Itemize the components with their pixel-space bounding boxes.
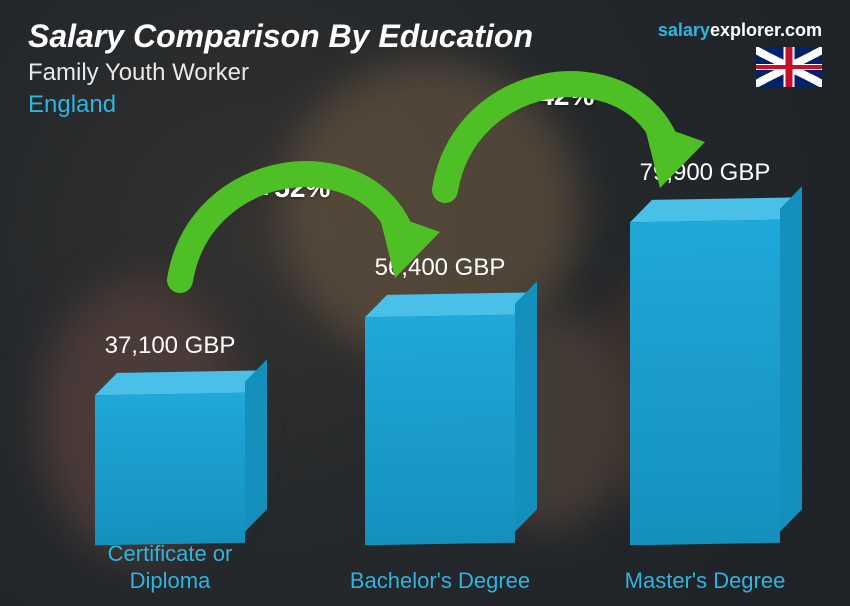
bar-category-label: Bachelor's Degree (340, 568, 540, 594)
chart-location: England (28, 91, 822, 119)
bar-shape (95, 371, 245, 546)
bar-shape (630, 198, 780, 546)
bar-category-label: Certificate or Diploma (70, 541, 270, 594)
uk-flag-icon (756, 47, 822, 87)
brand-prefix: salary (658, 20, 710, 40)
bar-category-label: Master's Degree (605, 568, 805, 594)
increase-arc-0 (140, 120, 440, 325)
brand: salaryexplorer.com (658, 20, 822, 92)
brand-text: salaryexplorer.com (658, 20, 822, 40)
bar-shape (365, 293, 515, 546)
bar-value-label: 37,100 GBP (90, 332, 250, 360)
bar-0: 37,100 GBP (90, 332, 250, 544)
brand-suffix: explorer.com (710, 20, 822, 40)
